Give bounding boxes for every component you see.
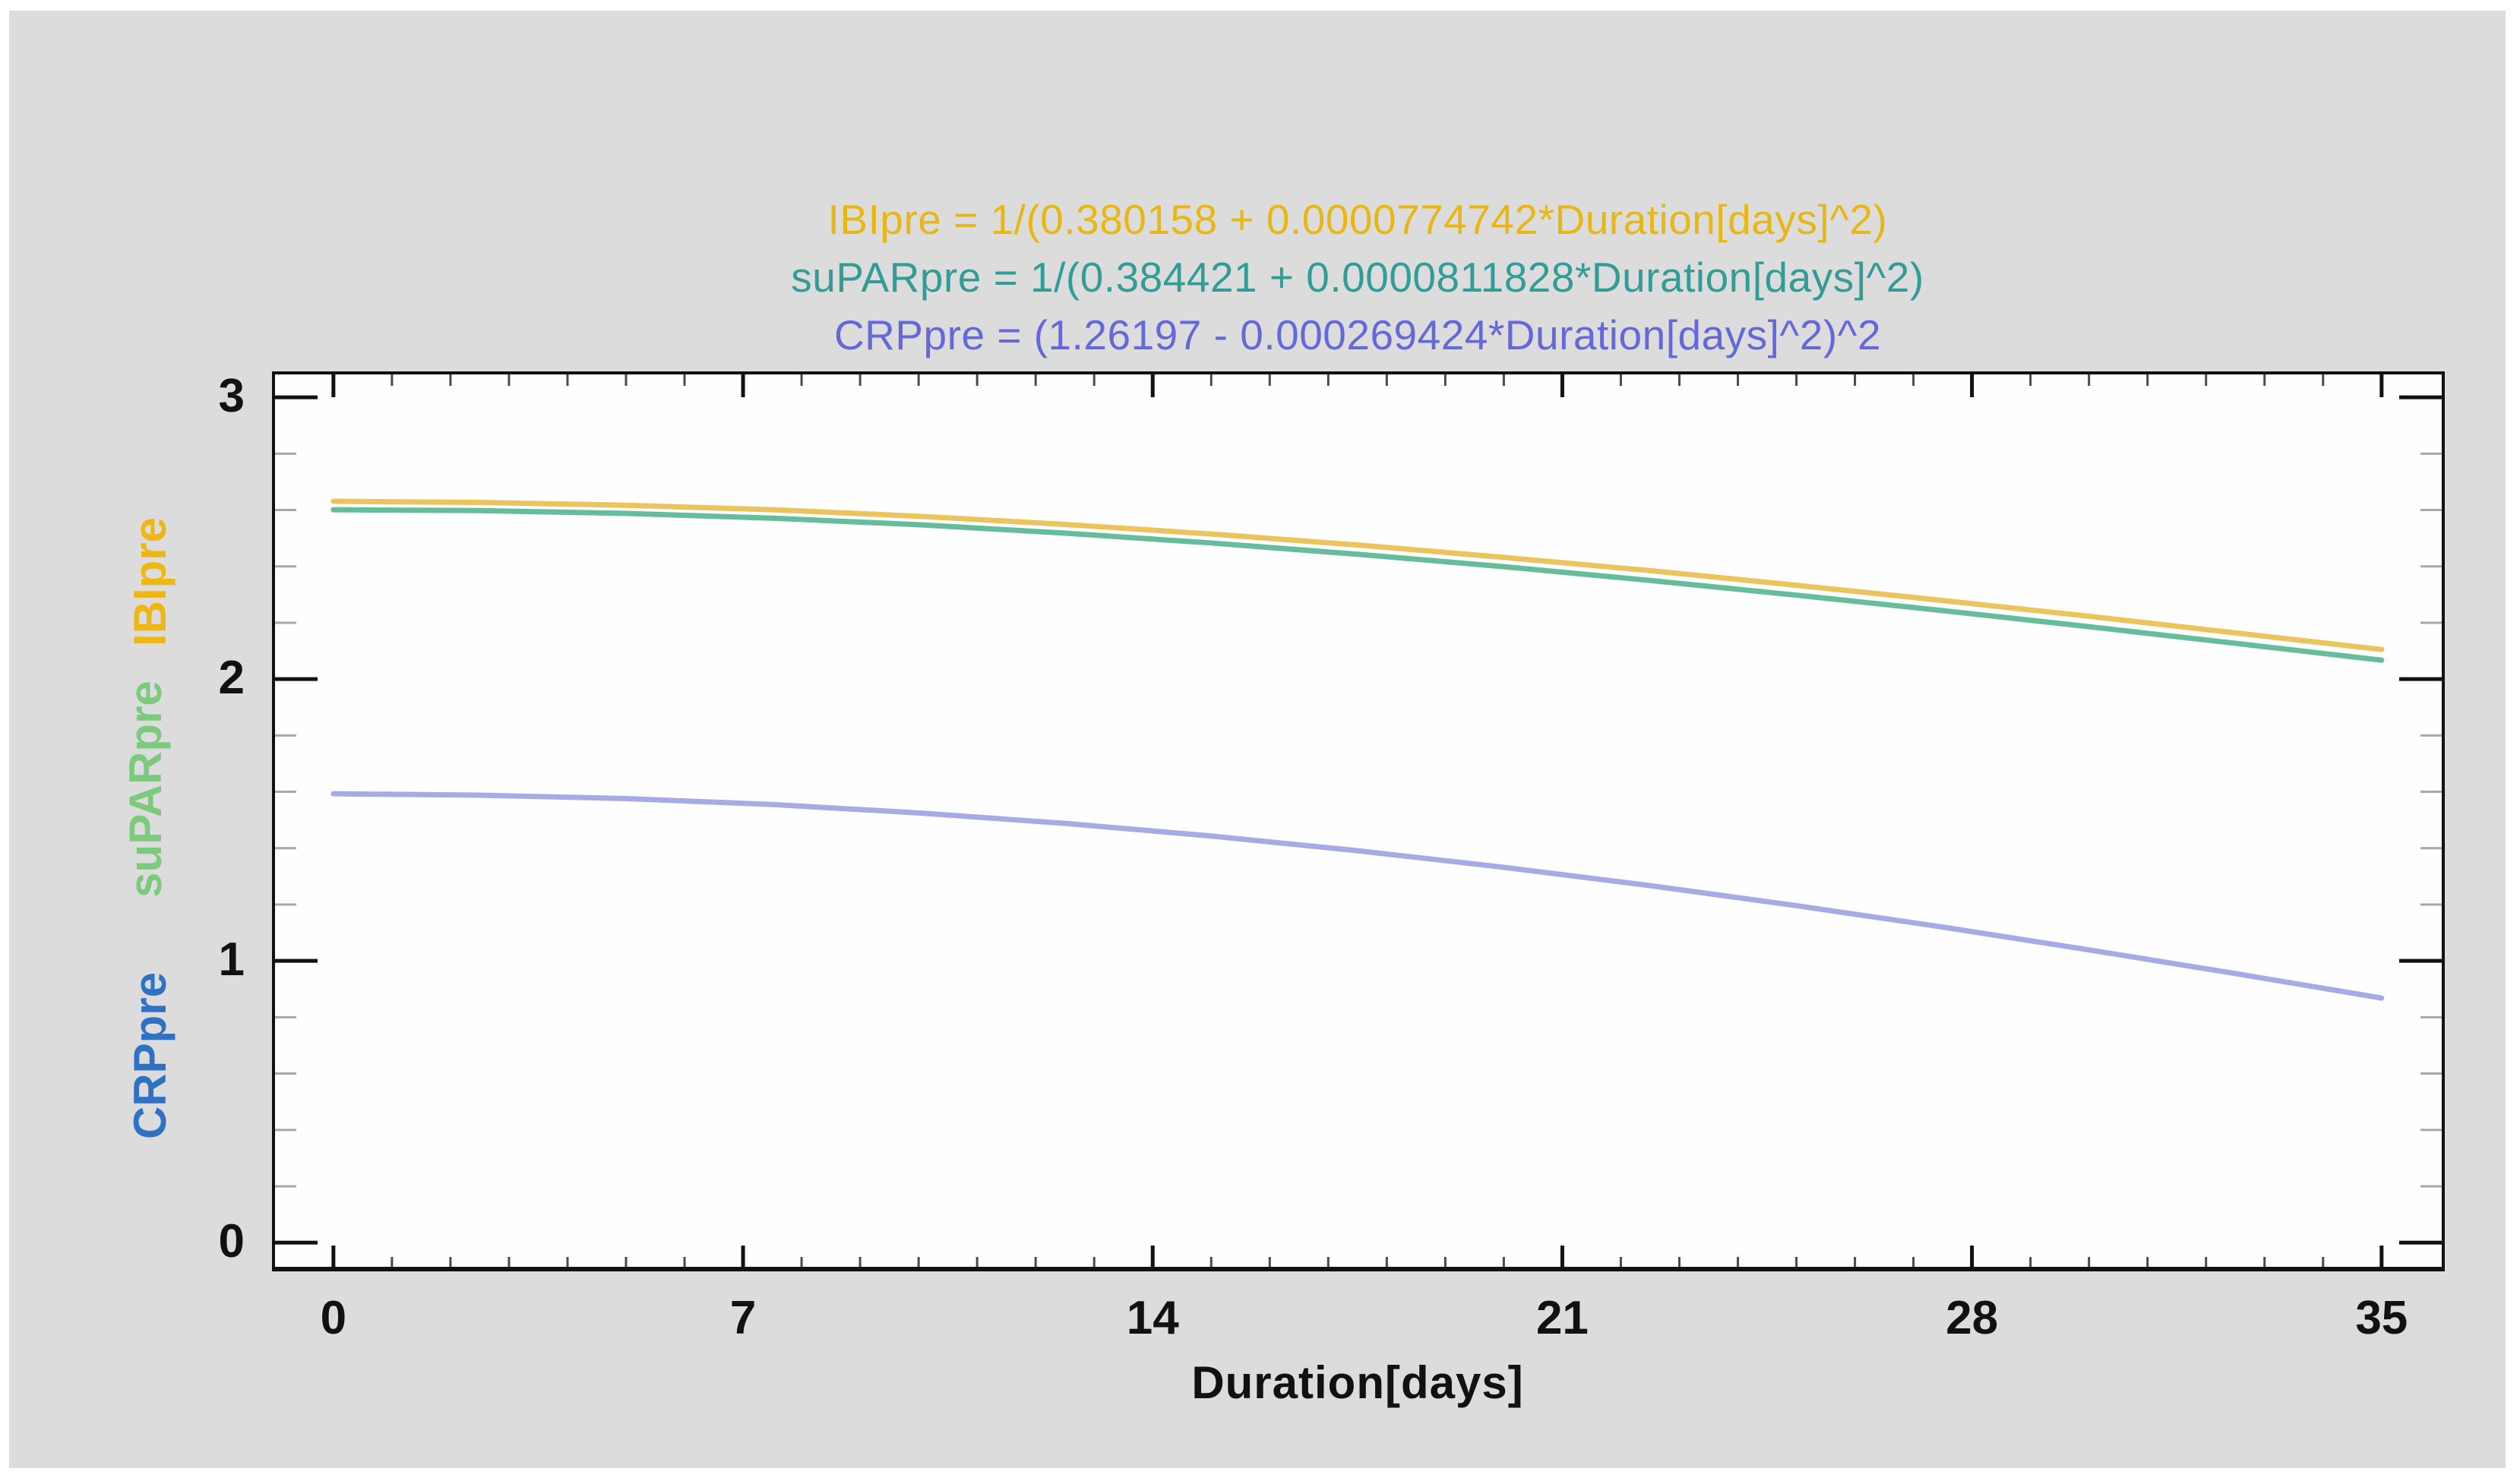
x-tick-label: 28 bbox=[1946, 1292, 1999, 1344]
y-tick-label: 2 bbox=[218, 652, 245, 705]
plot-frame bbox=[272, 371, 2445, 1271]
x-tick-label: 7 bbox=[729, 1292, 757, 1344]
title-line-crppre: CRPpre = (1.26197 - 0.000269424*Duration… bbox=[833, 311, 1882, 358]
x-tick-label: 21 bbox=[1535, 1292, 1589, 1344]
x-tick-label: 35 bbox=[2355, 1292, 2408, 1344]
y-tick-label: 3 bbox=[218, 370, 245, 423]
x-axis-title: Duration[days] bbox=[1191, 1357, 1524, 1408]
y-axis-label-suparpre: suPARpre bbox=[120, 681, 171, 898]
curve-ibipre bbox=[330, 498, 2385, 652]
x-tick-label: 14 bbox=[1126, 1292, 1179, 1344]
curve-crppre bbox=[330, 791, 2385, 1001]
curve-suparpre bbox=[330, 507, 2385, 663]
y-tick-label: 0 bbox=[218, 1215, 245, 1268]
chart-title-block: IBIpre = 1/(0.380158 + 0.0000774742*Dura… bbox=[334, 191, 2382, 364]
title-line-ibipre: IBIpre = 1/(0.380158 + 0.0000774742*Dura… bbox=[827, 196, 1888, 243]
plot-svg bbox=[272, 371, 2445, 1271]
plot-area bbox=[272, 371, 2445, 1271]
title-line-suparpre: suPARpre = 1/(0.384421 + 0.0000811828*Du… bbox=[791, 254, 1924, 301]
x-tick-label: 0 bbox=[320, 1292, 347, 1344]
chart-panel: IBIpre = 1/(0.380158 + 0.0000774742*Dura… bbox=[9, 11, 2506, 1468]
y-tick-label: 1 bbox=[218, 933, 245, 987]
